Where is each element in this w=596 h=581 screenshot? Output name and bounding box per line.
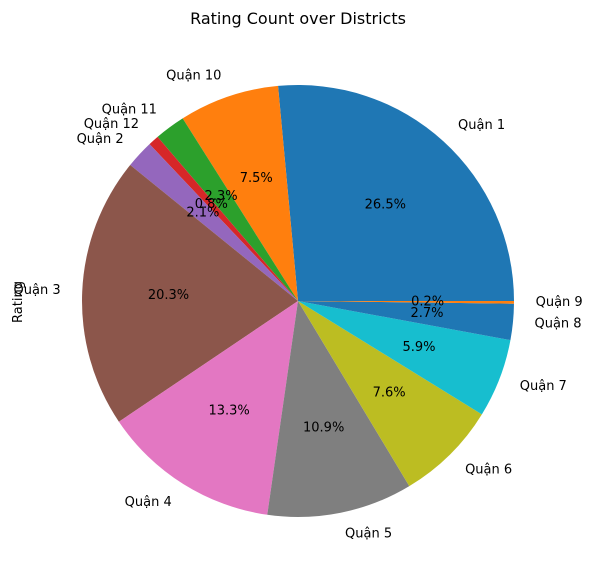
pie-slice-3 <box>157 118 298 301</box>
pie-slice-10 <box>298 301 511 415</box>
slice-label-1: Quận 1 <box>458 118 505 133</box>
chart-title: Rating Count over Districts <box>190 9 406 28</box>
slice-label-12: Quận 9 <box>536 295 583 310</box>
slice-percent-11: 2.7% <box>410 306 443 321</box>
slice-label-9: Quận 6 <box>465 462 512 477</box>
slice-percent-3: 2.3% <box>205 189 238 204</box>
pie-slice-8 <box>267 301 410 517</box>
y-axis-label: Rating <box>11 281 26 323</box>
slice-label-10: Quận 7 <box>520 379 567 394</box>
pie-slice-5 <box>130 144 298 301</box>
pie-slices <box>82 85 514 517</box>
pie-slice-7 <box>118 301 299 515</box>
slice-percent-5: 2.1% <box>186 205 219 220</box>
pie-slice-1 <box>278 85 514 302</box>
pie-labels: Quận 1 26.5% Quận 10 7.5% Quận 11 2.3% Quận 12… <box>14 69 583 542</box>
slice-percent-4: 0.8% <box>195 197 228 212</box>
pie-slice-2 <box>182 85 298 302</box>
slice-percent-10: 5.9% <box>402 340 435 355</box>
slice-label-8: Quận 5 <box>345 526 392 541</box>
slice-label-2: Quận 10 <box>166 69 221 84</box>
pie-slice-9 <box>298 301 482 487</box>
slice-label-11: Quận 8 <box>534 317 581 332</box>
pie-slice-4 <box>149 136 298 301</box>
slice-percent-6: 20.3% <box>148 288 189 303</box>
slice-label-4: Quận 12 <box>84 117 139 132</box>
slice-percent-2: 7.5% <box>240 171 273 186</box>
slice-percent-12: 0.2% <box>411 294 444 309</box>
slice-percent-7: 13.3% <box>208 403 249 418</box>
pie-slice-6 <box>82 165 298 422</box>
slice-label-7: Quận 4 <box>125 495 172 510</box>
slice-percent-9: 7.6% <box>373 386 406 401</box>
slice-label-3: Quận 11 <box>102 102 157 117</box>
pie-slice-11 <box>298 301 514 341</box>
slice-percent-8: 10.9% <box>303 421 344 436</box>
slice-label-5: Quận 2 <box>77 132 124 147</box>
slice-percent-1: 26.5% <box>365 198 406 213</box>
pie-slice-12 <box>298 301 514 304</box>
slice-label-6: Quận 3 <box>14 283 61 298</box>
